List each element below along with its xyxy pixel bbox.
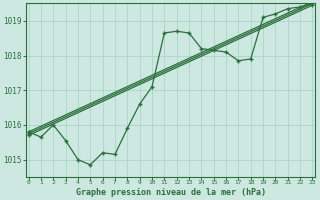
- X-axis label: Graphe pression niveau de la mer (hPa): Graphe pression niveau de la mer (hPa): [76, 188, 266, 197]
